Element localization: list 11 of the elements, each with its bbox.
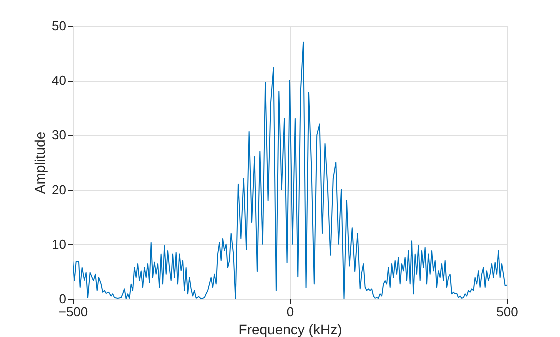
y-tick-label: 50 — [52, 18, 66, 34]
line-series — [73, 42, 507, 299]
x-tick-label: 0 — [286, 304, 294, 320]
y-tick-label: 10 — [52, 236, 66, 252]
x-tick-label: 500 — [496, 304, 518, 320]
x-tick-label: −500 — [58, 304, 88, 320]
y-tick-label: 30 — [52, 128, 66, 143]
y-tick-label: 20 — [52, 182, 66, 198]
y-tick-label: 0 — [59, 292, 66, 306]
y-tick-label: 40 — [52, 73, 66, 88]
y-axis-title: Amplitude — [32, 132, 48, 194]
